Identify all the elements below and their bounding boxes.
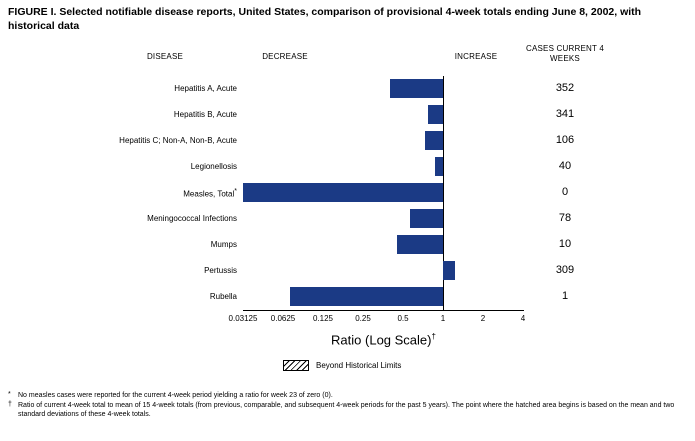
ratio-bar (396, 235, 443, 254)
footnote-text: No measles cases were reported for the c… (18, 392, 333, 399)
x-axis-line (243, 310, 524, 311)
cases-current-value: 78 (558, 212, 572, 224)
x-tick-label: 0.25 (355, 314, 371, 323)
cases-current-value: 309 (555, 264, 575, 276)
x-axis-title-text: Ratio (Log Scale) (331, 332, 432, 348)
disease-row-label: Hepatitis A, Acute (174, 84, 237, 93)
cases-current-value: 10 (558, 238, 572, 250)
ratio-bar (443, 261, 455, 280)
column-header-decrease: DECREASE (262, 52, 308, 61)
cases-current-value: 341 (555, 108, 575, 120)
footnote-marker-dagger: † (8, 401, 12, 409)
x-tick-label: 2 (480, 314, 486, 323)
disease-row-label: Rubella (209, 292, 237, 301)
legend-label: Beyond Historical Limits (316, 361, 402, 370)
cases-current-value: 106 (555, 134, 575, 146)
ratio-bar (289, 287, 443, 306)
ratio-bar (434, 157, 443, 176)
cases-current-value: 1 (561, 290, 569, 302)
legend: Beyond Historical Limits (283, 360, 401, 371)
disease-row-label: Meningococcal Infections (147, 214, 237, 223)
disease-label-asterisk: * (234, 188, 237, 195)
x-tick-label: 1 (440, 314, 446, 323)
cases-current-value: 0 (561, 186, 569, 198)
cases-current-value: 352 (555, 82, 575, 94)
ratio-1-baseline (443, 76, 444, 311)
ratio-bar (427, 105, 443, 124)
hatched-swatch-icon (283, 360, 309, 371)
column-header-disease: DISEASE (146, 52, 184, 61)
footnote-ratio: † Ratio of current 4-week total to mean … (8, 401, 690, 419)
disease-row-label: Mumps (210, 240, 237, 249)
disease-row-label: Legionellosis (190, 162, 237, 171)
footnote-measles: * No measles cases were reported for the… (8, 391, 690, 400)
x-axis-title: Ratio (Log Scale)† (243, 332, 524, 347)
disease-row-label: Pertussis (204, 266, 237, 275)
ratio-bar (243, 183, 443, 202)
x-tick-label: 0.125 (312, 314, 334, 323)
footnote-marker-asterisk: * (8, 391, 11, 398)
disease-row-label: Hepatitis C; Non-A, Non-B, Acute (119, 136, 237, 145)
footnotes: * No measles cases were reported for the… (8, 391, 690, 420)
disease-row-label: Measles, Total* (183, 188, 237, 199)
x-tick-label: 4 (520, 314, 526, 323)
x-tick-label: 0.03125 (228, 314, 258, 323)
figure-title: FIGURE I. Selected notifiable disease re… (8, 6, 642, 32)
x-axis-title-dagger: † (431, 332, 436, 341)
cases-current-value: 40 (558, 160, 572, 172)
column-header-cases: CASES CURRENT 4 WEEKS (526, 44, 604, 64)
disease-row-label: Hepatitis B, Acute (173, 110, 237, 119)
x-tick-label: 0.5 (397, 314, 409, 323)
ratio-bar (409, 209, 443, 228)
ratio-bar (390, 79, 443, 98)
column-header-increase: INCREASE (454, 52, 498, 61)
ratio-bar (424, 131, 443, 150)
x-tick-label: 0.0625 (270, 314, 296, 323)
footnote-text: Ratio of current 4-week total to mean of… (18, 402, 675, 419)
